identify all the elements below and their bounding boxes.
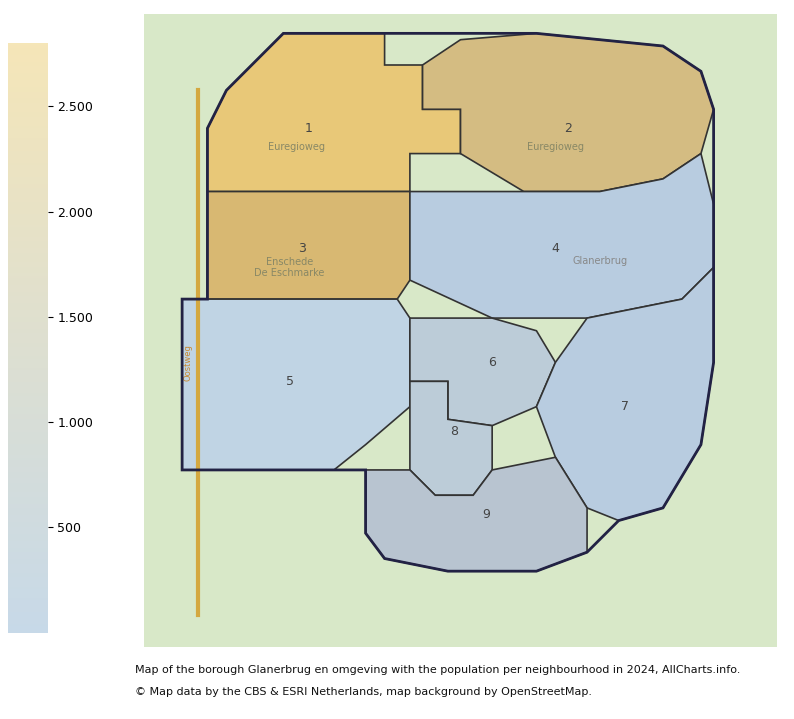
Text: 2: 2 xyxy=(565,122,572,134)
Polygon shape xyxy=(410,318,556,426)
Polygon shape xyxy=(410,381,492,495)
Text: Oostweg: Oostweg xyxy=(184,344,193,381)
Text: 8: 8 xyxy=(450,426,458,439)
Polygon shape xyxy=(182,299,410,470)
Polygon shape xyxy=(422,33,714,191)
Text: 1: 1 xyxy=(305,122,313,134)
Text: 9: 9 xyxy=(482,508,490,521)
Text: 5: 5 xyxy=(286,375,294,388)
Polygon shape xyxy=(365,457,587,571)
Text: 4: 4 xyxy=(552,242,559,255)
Polygon shape xyxy=(207,33,461,191)
Text: Enschede
De Eschmarke: Enschede De Eschmarke xyxy=(255,257,325,278)
Polygon shape xyxy=(537,267,714,521)
Text: Euregioweg: Euregioweg xyxy=(268,142,325,152)
Text: Glanerbrug: Glanerbrug xyxy=(572,256,627,266)
FancyBboxPatch shape xyxy=(145,14,777,647)
Text: 3: 3 xyxy=(299,242,306,255)
Text: Euregioweg: Euregioweg xyxy=(527,142,584,152)
Polygon shape xyxy=(410,154,714,318)
Polygon shape xyxy=(207,191,410,299)
Text: © Map data by the CBS & ESRI Netherlands, map background by OpenStreetMap.: © Map data by the CBS & ESRI Netherlands… xyxy=(135,687,592,697)
Text: 7: 7 xyxy=(621,400,629,413)
Text: 6: 6 xyxy=(488,356,496,369)
Text: Map of the borough Glanerbrug en omgeving with the population per neighbourhood : Map of the borough Glanerbrug en omgevin… xyxy=(135,665,740,675)
